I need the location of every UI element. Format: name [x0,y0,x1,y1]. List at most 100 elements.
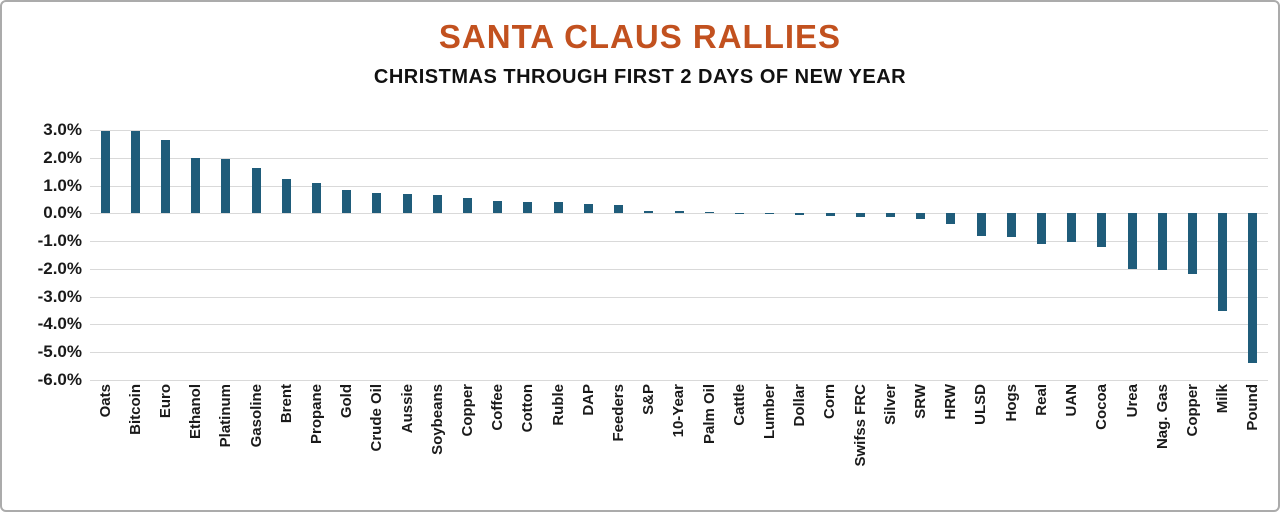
x-category-slot: Gasoline [241,384,271,504]
y-tick-label: -5.0% [37,342,82,362]
x-category-slot: Lumber [754,384,784,504]
x-category-label: Palm Oil [700,384,718,445]
x-category-slot: 10-Year [664,384,694,504]
bar-swifss-frc [855,213,865,218]
x-category-label: Cocoa [1093,384,1111,430]
x-category-label: Pound [1244,384,1262,431]
x-category-label: Gold [338,384,356,419]
bar-urea [1127,213,1137,269]
bar-lumber [765,213,775,215]
x-category-slot: Ethanol [181,384,211,504]
x-category-slot: Cocoa [1087,384,1117,504]
x-category-label: Real [1032,384,1050,416]
bar-pound [1248,213,1258,364]
bar-dollar [795,213,805,215]
x-category-label: Gasoline [247,384,265,448]
x-category-slot: Brent [271,384,301,504]
y-tick-label: -1.0% [37,231,82,251]
x-category-slot: S&P [634,384,664,504]
gridline [90,241,1268,243]
bar-srw [916,213,926,219]
x-category-label: UAN [1063,384,1081,417]
bar-gold [342,189,352,214]
x-category-label: Brent [277,384,295,424]
bar-ruble [553,202,563,214]
bar-copper [463,198,473,214]
x-category-slot: Nag. Gas [1147,384,1177,504]
x-category-label: Platinum [217,384,235,448]
x-category-label: Silver [881,384,899,425]
x-category-slot: HRW [936,384,966,504]
y-tick-label: 2.0% [43,147,82,167]
y-tick-label: -2.0% [37,258,82,278]
bar-propane [312,182,322,214]
x-category-label: Urea [1123,384,1141,418]
x-category-label: Coffee [489,384,507,431]
bar-cocoa [1097,213,1107,247]
x-category-label: Ruble [549,384,567,426]
bar-crude-oil [372,192,382,214]
y-tick-label: 0.0% [43,203,82,223]
x-category-label: Copper [459,384,477,437]
x-category-slot: Pound [1238,384,1268,504]
bar-platinum [221,159,231,214]
x-category-label: Soybeans [428,384,446,455]
y-tick-label: -6.0% [37,370,82,389]
x-category-label: Propane [308,384,326,445]
bar-gasoline [251,167,261,214]
x-category-slot: UAN [1057,384,1087,504]
x-category-label: Aussie [398,384,416,434]
bar-feeders [614,205,624,214]
gridline [90,157,1268,159]
x-category-slot: Milk [1208,384,1238,504]
bar-euro [161,139,170,214]
gridline [90,296,1268,298]
x-category-slot: Aussie [392,384,422,504]
x-category-slot: Corn [815,384,845,504]
x-category-label: Nag. Gas [1153,384,1171,450]
x-category-slot: Dollar [785,384,815,504]
plot-area [90,130,1268,381]
x-category-label: DAP [579,384,597,416]
y-tick-label: -4.0% [37,314,82,334]
x-category-label: Hogs [1002,384,1020,422]
x-category-label: Dollar [791,384,809,427]
bar-hrw [946,213,956,225]
x-category-label: HRW [942,384,960,420]
x-category-slot: Hogs [996,384,1026,504]
x-category-slot: Ruble [543,384,573,504]
x-category-slot: SRW [905,384,935,504]
x-category-label: S&P [640,384,658,415]
x-category-slot: Urea [1117,384,1147,504]
bar-corn [825,213,835,217]
x-category-label: Cattle [730,384,748,426]
x-category-label: Ethanol [187,384,205,439]
x-category-slot: Palm Oil [694,384,724,504]
x-category-label: Copper [1183,384,1201,437]
bar-soybeans [432,195,442,214]
x-category-slot: Cattle [724,384,754,504]
x-category-slot: Swifss FRC [845,384,875,504]
x-category-label: Swifss FRC [851,384,869,467]
x-category-slot: DAP [573,384,603,504]
x-category-slot: Coffee [483,384,513,504]
bar-hogs [1006,213,1016,237]
x-category-slot: Oats [90,384,120,504]
bar-real [1036,213,1046,244]
x-category-label: 10-Year [670,384,688,438]
bar-10-year [674,211,684,214]
gridline [90,185,1268,187]
bar-uan [1067,213,1077,243]
bar-cattle [734,212,744,214]
bar-aussie [402,193,412,214]
x-category-label: Oats [96,384,114,418]
y-axis: 3.0% 2.0% 1.0% 0.0% -1.0% -2.0% -3.0% -4.0% -5.0… [8,120,82,389]
gridline [90,324,1268,326]
bar-coffee [493,200,503,214]
bar-brent [281,178,291,214]
bar-milk [1218,213,1228,311]
chart-title: SANTA CLAUS RALLIES [438,18,842,55]
bar-cotton [523,202,533,214]
bar-ethanol [191,157,201,214]
